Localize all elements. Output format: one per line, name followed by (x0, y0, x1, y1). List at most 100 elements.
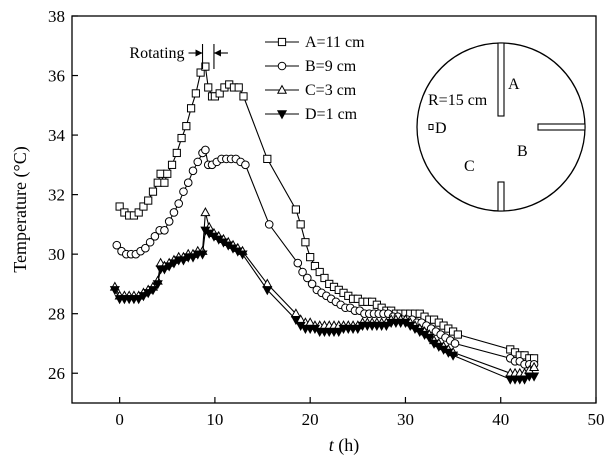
data-point (177, 133, 186, 143)
axes: 0 10 20 30 40 50 26 28 30 32 34 36 38 t (h) Temperatur… (10, 7, 605, 456)
legend-marker (277, 61, 287, 71)
data-point (138, 292, 149, 302)
series-line (114, 229, 535, 380)
x-axis-title-var: t (329, 435, 335, 455)
data-point (450, 339, 460, 348)
data-point (264, 220, 274, 229)
data-point (196, 68, 205, 77)
y-tick-label: 26 (48, 364, 65, 383)
data-point (134, 208, 143, 217)
data-point (168, 259, 179, 269)
y-tick-label: 30 (48, 245, 65, 264)
data-point (290, 315, 301, 326)
data-point (160, 178, 169, 187)
data-point (164, 262, 175, 272)
data-point (145, 237, 155, 247)
data-point (141, 243, 150, 253)
data-point (174, 199, 184, 208)
data-point (424, 333, 435, 343)
data-point (263, 154, 272, 163)
y-tick-label: 34 (48, 126, 66, 145)
data-point (160, 226, 169, 235)
data-point (241, 160, 250, 170)
data-point (112, 240, 122, 250)
y-tick-label: 36 (48, 67, 65, 86)
data-point (291, 205, 300, 214)
data-point (197, 250, 208, 260)
baffle-right (537, 123, 586, 131)
data-point (178, 256, 189, 266)
data-point (172, 148, 181, 158)
data-point (296, 220, 305, 229)
data-point (448, 351, 459, 361)
data-point (163, 169, 172, 178)
legend-label: D=1 cm (305, 106, 358, 123)
data-point (303, 273, 312, 283)
data-point (193, 157, 203, 167)
legend-entry: B=9 cm (265, 58, 357, 75)
x-axis-title: t (h) (329, 435, 360, 456)
data-point (200, 207, 211, 217)
data-point (201, 145, 210, 155)
plot-frame (71, 15, 597, 404)
data-point (152, 280, 163, 290)
legend-marker (277, 37, 287, 47)
data-point (239, 92, 248, 101)
radius-label: R=15 cm (428, 92, 488, 109)
data-point (237, 250, 248, 260)
data-point (164, 217, 174, 226)
legend-marker (276, 84, 288, 94)
rotating-label: Rotating (129, 45, 184, 62)
data-point (186, 104, 196, 113)
data-point (293, 258, 303, 268)
data-point (310, 261, 320, 271)
rotating-arrowhead-left (195, 49, 203, 57)
x-tick-label: 20 (302, 410, 319, 429)
inset-diagram: R=15 cm A B C D (416, 42, 586, 212)
legend-entry: A=11 cm (265, 34, 365, 51)
data-point (139, 202, 148, 211)
data-point (315, 267, 324, 277)
data-point (153, 178, 162, 187)
x-tick-label: 40 (492, 410, 509, 429)
data-point (519, 375, 530, 385)
data-point (148, 187, 158, 196)
x-tick-label: 0 (115, 410, 124, 429)
data-point (298, 267, 307, 277)
legend-label: A=11 cm (305, 34, 365, 51)
data-point (179, 187, 188, 196)
x-tick-label: 10 (206, 410, 223, 429)
data-point (381, 321, 392, 332)
y-tick-label: 32 (48, 186, 65, 205)
x-tick-label: 30 (397, 410, 414, 429)
data-point (150, 231, 160, 241)
legend-label: B=9 cm (305, 58, 357, 75)
plot-area: Rotating (109, 44, 540, 385)
data-point (191, 89, 200, 98)
data-point (182, 122, 191, 131)
data-point (204, 83, 213, 92)
data-point (133, 295, 144, 305)
data-point (169, 208, 179, 217)
data-point (159, 265, 170, 275)
data-point (307, 279, 317, 289)
data-point (306, 253, 315, 262)
rotating-annotation: Rotating (129, 44, 228, 69)
data-point (215, 89, 224, 98)
data-point (529, 361, 540, 371)
sensor-d (428, 124, 434, 130)
legend-entry: C=3 cm (265, 82, 357, 99)
series-D=1 cm (109, 226, 540, 385)
y-tick-label: 38 (48, 7, 65, 26)
data-point (156, 169, 165, 178)
data-point (529, 372, 540, 382)
inset-label-b: B (517, 143, 528, 160)
data-point (201, 62, 210, 71)
data-point (183, 178, 193, 188)
data-point (453, 330, 462, 339)
data-point (144, 196, 153, 205)
inset-label-d: D (435, 120, 447, 137)
data-point (167, 160, 177, 169)
inset-label-c: C (464, 158, 475, 175)
